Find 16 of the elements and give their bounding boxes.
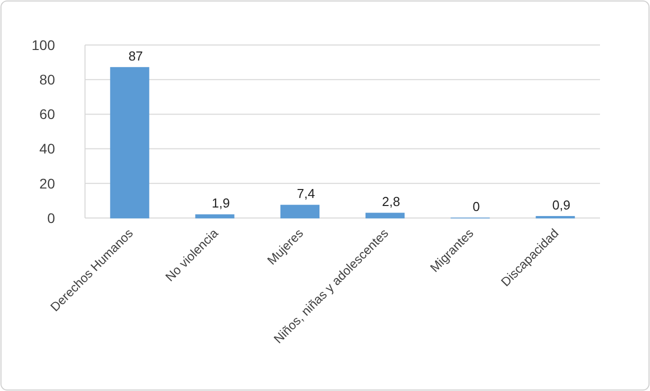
bar [195, 214, 234, 218]
y-tick-label: 80 [39, 72, 56, 88]
data-label: 7,4 [296, 186, 315, 202]
data-label: 1,9 [212, 196, 230, 211]
y-tick-label: 100 [32, 36, 56, 53]
bar [110, 67, 150, 218]
data-label: 0 [472, 199, 480, 214]
y-tick-label: 40 [39, 140, 56, 157]
y-tick-label: 60 [39, 106, 56, 122]
data-label: 87 [128, 48, 143, 64]
data-label: 0,9 [552, 197, 570, 212]
data-label: 2,8 [382, 194, 400, 210]
y-tick-label: 20 [39, 175, 56, 192]
y-tick-label: 0 [47, 210, 56, 226]
bar [280, 204, 320, 218]
bar [366, 212, 405, 218]
